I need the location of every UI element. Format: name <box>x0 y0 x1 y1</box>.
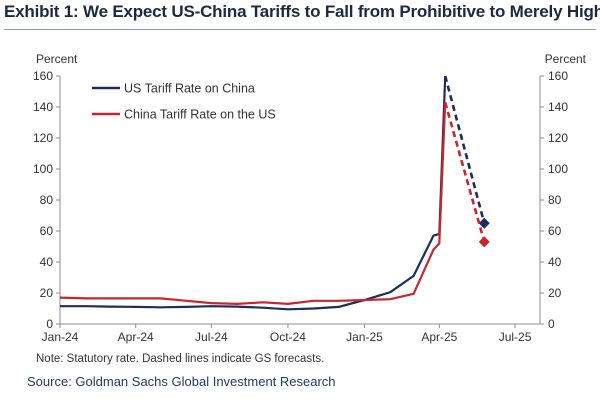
right-y-tick-label: 100 <box>548 162 568 176</box>
left-y-tick-label: 160 <box>33 69 53 83</box>
left-y-tick-label: 60 <box>40 224 54 238</box>
axes: 0 0 20 20 40 40 60 60 80 80 100 100 120 120 140 140 160 1… <box>33 69 568 344</box>
left-y-tick-label: 140 <box>33 100 53 114</box>
right-y-tick-label: 120 <box>548 131 568 145</box>
right-y-tick-label: 140 <box>548 100 568 114</box>
x-tick-label: Oct-24 <box>270 330 306 344</box>
left-y-tick-label: 40 <box>40 255 54 269</box>
left-y-tick-label: 0 <box>46 317 53 331</box>
left-y-tick-label: 80 <box>40 193 54 207</box>
title-divider <box>4 29 596 30</box>
legend-label-us: US Tariff Rate on China <box>124 82 255 96</box>
china-forecast-line <box>443 101 486 243</box>
series-lines <box>59 75 490 311</box>
us-forecast-marker <box>478 217 490 229</box>
x-tick-label: Jul-24 <box>195 330 228 344</box>
x-tick-label: Jan-24 <box>42 330 79 344</box>
x-tick-label: Jan-25 <box>346 330 383 344</box>
x-tick-label: Apr-24 <box>118 330 154 344</box>
left-y-tick-label: 100 <box>33 162 53 176</box>
x-tick-label: Apr-25 <box>421 330 457 344</box>
right-y-tick-label: 40 <box>548 255 562 269</box>
chart-note: Note: Statutory rate. Dashed lines indic… <box>36 353 324 365</box>
right-y-tick-label: 0 <box>548 317 555 331</box>
right-y-tick-label: 160 <box>548 69 568 83</box>
right-y-tick-label: 60 <box>548 224 562 238</box>
chart-title: Exhibit 1: We Expect US-China Tariffs to… <box>4 2 600 21</box>
x-tick-label: Jul-25 <box>499 330 532 344</box>
right-y-tick-label: 80 <box>548 193 562 207</box>
legend-label-china: China Tariff Rate on the US <box>124 108 276 122</box>
legend: US Tariff Rate on China China Tariff Rate… <box>92 82 276 122</box>
left-axis-label: Percent <box>36 52 78 66</box>
right-y-tick-label: 20 <box>548 286 562 300</box>
us-actual-line <box>60 75 447 311</box>
china-forecast-marker <box>478 236 490 248</box>
left-y-tick-label: 20 <box>40 286 54 300</box>
source-line: Source: Goldman Sachs Global Investment … <box>27 374 336 389</box>
china-actual-line <box>59 102 447 305</box>
right-axis-label: Percent <box>545 52 587 66</box>
us-forecast-line <box>443 75 486 224</box>
left-y-tick-label: 120 <box>33 131 53 145</box>
